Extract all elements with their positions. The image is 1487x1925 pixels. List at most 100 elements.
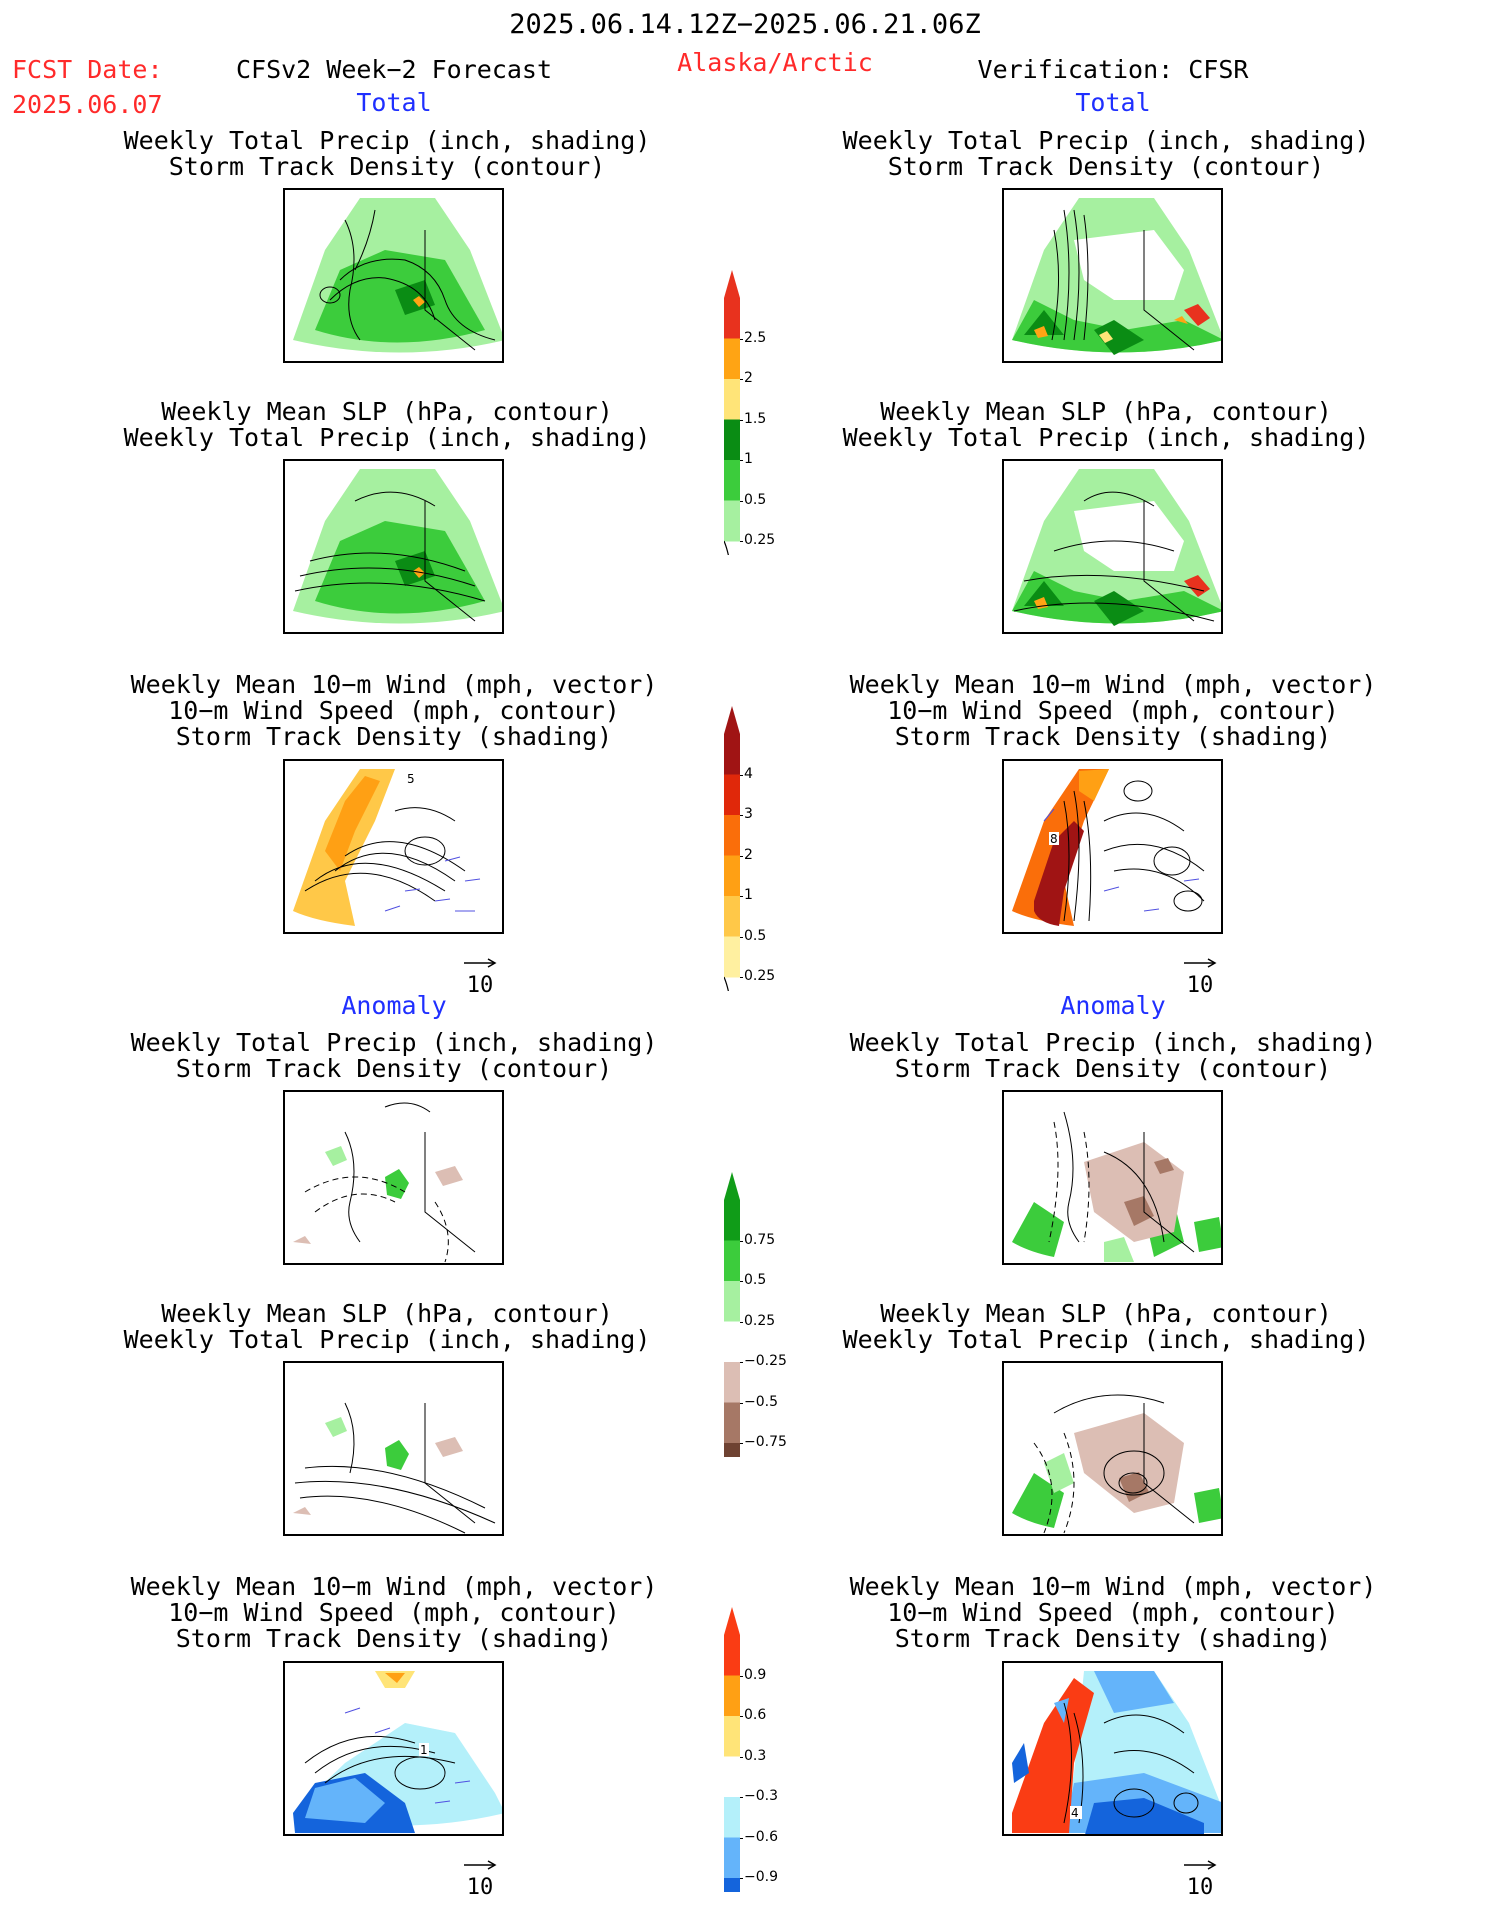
region-title: Alaska/Arctic: [677, 48, 873, 77]
vector-reference: 10: [462, 953, 498, 997]
colorbar-segment: [724, 1635, 740, 1676]
panel-title: Weekly Total Precip (inch, shading): [123, 423, 651, 452]
colorbar-segment: [724, 936, 740, 978]
panel-title: Weekly Mean 10−m Wind (mph, vector): [849, 1572, 1377, 1601]
panel-title: Storm Track Density (contour): [168, 152, 606, 181]
colorbar-segment: [724, 298, 740, 339]
colorbar-tick-label: −0.6: [744, 1828, 778, 1845]
forecast-period: 2025.06.14.12Z−2025.06.21.06Z: [509, 9, 981, 40]
colorbar-tick-label: 2: [744, 846, 753, 863]
colorbar-segment: [724, 338, 740, 380]
colorbar-tick: [740, 1443, 743, 1444]
colorbar-segment: [724, 1675, 740, 1717]
colorbar-tick: [740, 500, 743, 502]
colorbar-tick-label: −0.3: [744, 1788, 778, 1804]
vector-reference-value: 10: [466, 973, 494, 998]
colorbar-tick: [740, 936, 743, 938]
colorbar-tick-label: 0.75: [744, 1231, 776, 1248]
colorbar-tick: [740, 1837, 743, 1839]
panel-title: 10−m Wind Speed (mph, contour): [887, 696, 1339, 725]
colorbar-tick: [740, 896, 743, 897]
colorbar-segment: [724, 1797, 740, 1838]
panel-title: Weekly Total Precip (inch, shading): [849, 1028, 1377, 1057]
colorbar-tick-label: 0.3: [744, 1747, 767, 1764]
colorbar-tick: [740, 1797, 743, 1798]
colorbar-tick-label: 0.25: [744, 532, 776, 548]
map-ob-total-wind: 8: [1002, 759, 1223, 934]
colorbar-top-cap: [724, 706, 740, 734]
colorbar-tick: [740, 1240, 743, 1242]
panel-title: Storm Track Density (contour): [887, 152, 1325, 181]
panel-title: Storm Track Density (contour): [894, 1054, 1332, 1083]
panel-title: Storm Track Density (shading): [175, 722, 613, 751]
panel-title: Weekly Total Precip (inch, shading): [130, 1028, 658, 1057]
contour-label: 5: [407, 772, 415, 786]
map-fc-anom-wind: 1: [283, 1661, 504, 1836]
colorbar-segment: [724, 815, 740, 856]
colorbar-storm-anom: 0.9 0.6 0.3 −0.3 −0.6 −0.9: [724, 1607, 814, 1892]
map-fc-total-slp: [283, 459, 504, 634]
arrow-right-icon: [1184, 1860, 1217, 1870]
map-ob-anom-wind: 4: [1002, 1661, 1223, 1836]
panel-title: Weekly Mean SLP (hPa, contour): [880, 397, 1332, 426]
panel-title: Storm Track Density (shading): [894, 1624, 1332, 1653]
colorbar-tick: [740, 1756, 743, 1758]
colorbar-segment: [724, 1716, 740, 1757]
map-fc-anom-slp: [283, 1361, 504, 1536]
colorbar-segment: [724, 1321, 740, 1363]
panel-title: Weekly Mean SLP (hPa, contour): [880, 1299, 1332, 1328]
colorbar-tick: [740, 815, 743, 816]
colorbar-segment: [724, 1443, 740, 1457]
vector-reference-value: 10: [1186, 973, 1214, 998]
colorbar-tick-label: 4: [744, 765, 753, 782]
panel-title: Weekly Total Precip (inch, shading): [123, 126, 651, 155]
colorbar-tick: [740, 1716, 743, 1717]
map-ob-total-precip: [1002, 188, 1223, 363]
colorbar-top-cap: [724, 1607, 740, 1635]
colorbar-tick: [740, 1362, 743, 1363]
model-title: CFSv2 Week−2 Forecast: [235, 55, 553, 84]
colorbar-tick-label: 1: [744, 451, 753, 467]
colorbar-tick-label: −0.75: [744, 1434, 787, 1450]
colorbar-segment: [724, 1362, 740, 1403]
contour-label: 8: [1050, 832, 1058, 846]
vector-reference: 10: [1182, 953, 1218, 997]
colorbar-segment: [724, 1281, 740, 1322]
colorbar-tick: [740, 1321, 743, 1323]
colorbar-precip-total: 2.5 2 1.5 1 0.5 0.25: [724, 270, 814, 555]
colorbar-tick: [740, 1402, 743, 1404]
panel-title: Weekly Total Precip (inch, shading): [842, 1325, 1370, 1354]
fcst-date-value: 2025.06.07: [12, 90, 163, 119]
panel-title: Storm Track Density (shading): [175, 1624, 613, 1653]
colorbar-tick: [740, 541, 743, 542]
arrow-right-icon: [1184, 958, 1217, 968]
colorbar-tick-label: 0.5: [744, 1272, 767, 1288]
colorbar-tick: [740, 460, 743, 461]
colorbar-tick-label: 0.25: [744, 1312, 776, 1329]
colorbar-tick: [740, 338, 743, 340]
colorbar-tail: [724, 540, 729, 555]
colorbar-precip-anom: 0.75 0.5 0.25 −0.25 −0.5 −0.75: [724, 1172, 814, 1457]
colorbar-segment: [724, 1878, 740, 1892]
panel-title: Weekly Mean 10−m Wind (mph, vector): [130, 1572, 658, 1601]
colorbar-tick: [740, 977, 743, 978]
arrow-right-icon: [464, 1860, 497, 1870]
section-anomaly-left: Anomaly: [341, 991, 447, 1020]
colorbar-tick-label: 0.6: [744, 1707, 767, 1723]
arrow-right-icon: [464, 958, 497, 968]
colorbar-tick: [740, 855, 743, 857]
panel-title: 10−m Wind Speed (mph, contour): [168, 1598, 620, 1627]
map-fc-total-precip: [283, 188, 504, 363]
panel-title: Storm Track Density (shading): [894, 722, 1332, 751]
map-fc-total-wind: 5: [283, 759, 504, 934]
colorbar-segment: [724, 460, 740, 501]
section-total-right: Total: [1075, 88, 1151, 117]
colorbar-segment: [724, 734, 740, 775]
fcst-date-label: FCST Date:: [12, 55, 163, 84]
map-fc-anom-precip: [283, 1090, 504, 1265]
colorbar-tick-label: 0.25: [744, 968, 776, 984]
colorbar-segment: [724, 774, 740, 816]
colorbar-segment: [724, 1837, 740, 1879]
colorbar-segment: [724, 1240, 740, 1282]
panel-title: 10−m Wind Speed (mph, contour): [168, 696, 620, 725]
